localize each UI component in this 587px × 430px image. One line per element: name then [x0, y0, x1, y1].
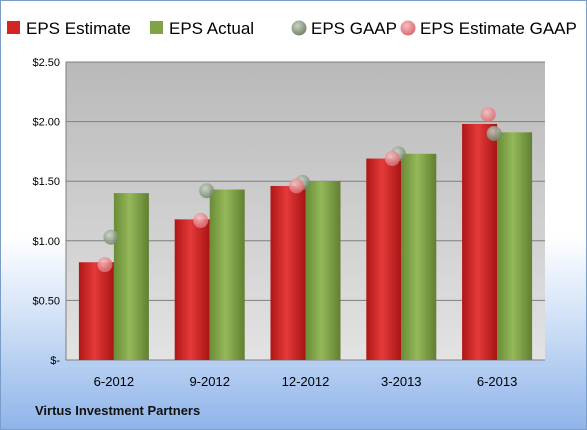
x-tick-label: 12-2012: [282, 374, 330, 389]
y-tick-label: $2.50: [32, 57, 60, 69]
legend-label-eps-estimate-gaap: EPS Estimate GAAP: [420, 19, 577, 38]
legend: EPS Estimate EPS Actual EPS GAAP EPS Estima…: [7, 19, 577, 38]
bars: [78, 123, 533, 360]
legend-swatch-eps-estimate: [7, 21, 20, 34]
y-tick-label: $1.00: [32, 236, 60, 248]
eps-actual-bar: [497, 132, 533, 360]
x-axis: 6-2012 9-2012 12-2012 3-2013 6-2013: [94, 374, 518, 389]
eps-estimate-gaap-point: [97, 257, 113, 273]
eps-estimate-bar: [174, 219, 210, 360]
eps-actual-bar: [401, 153, 437, 360]
eps-estimate-bar: [366, 158, 402, 360]
y-tick-label: $1.50: [32, 176, 60, 188]
x-tick-label: 3-2013: [381, 374, 421, 389]
eps-estimate-bar: [270, 185, 306, 360]
eps-gaap-point: [199, 183, 215, 199]
y-axis: $- $0.50 $1.00 $1.50 $2.00 $2.50: [32, 57, 60, 367]
legend-swatch-eps-gaap: [291, 20, 307, 36]
y-tick-label: $-: [50, 355, 60, 367]
eps-actual-bar: [209, 189, 245, 360]
company-name: Virtus Investment Partners: [35, 403, 201, 418]
y-tick-label: $2.00: [32, 117, 60, 129]
eps-actual-bar: [113, 193, 149, 360]
legend-label-eps-gaap: EPS GAAP: [311, 19, 397, 38]
legend-swatch-eps-estimate-gaap: [400, 20, 416, 36]
eps-estimate-gaap-point: [289, 178, 304, 194]
eps-estimate-gaap-point: [193, 213, 209, 229]
y-tick-label: $0.50: [32, 295, 60, 307]
legend-swatch-eps-actual: [150, 21, 163, 34]
legend-label-eps-estimate: EPS Estimate: [26, 19, 131, 38]
points: [97, 106, 502, 273]
x-tick-label: 6-2013: [477, 374, 517, 389]
eps-gaap-point: [103, 229, 119, 245]
eps-actual-bar: [305, 181, 341, 360]
eps-estimate-gaap-point: [384, 151, 400, 167]
eps-estimate-bar: [462, 123, 498, 360]
eps-estimate-bar: [78, 262, 114, 360]
eps-gaap-point: [486, 126, 502, 142]
x-tick-label: 6-2012: [94, 374, 134, 389]
legend-label-eps-actual: EPS Actual: [169, 19, 254, 38]
x-tick-label: 9-2012: [189, 374, 229, 389]
eps-estimate-gaap-point: [480, 106, 496, 122]
